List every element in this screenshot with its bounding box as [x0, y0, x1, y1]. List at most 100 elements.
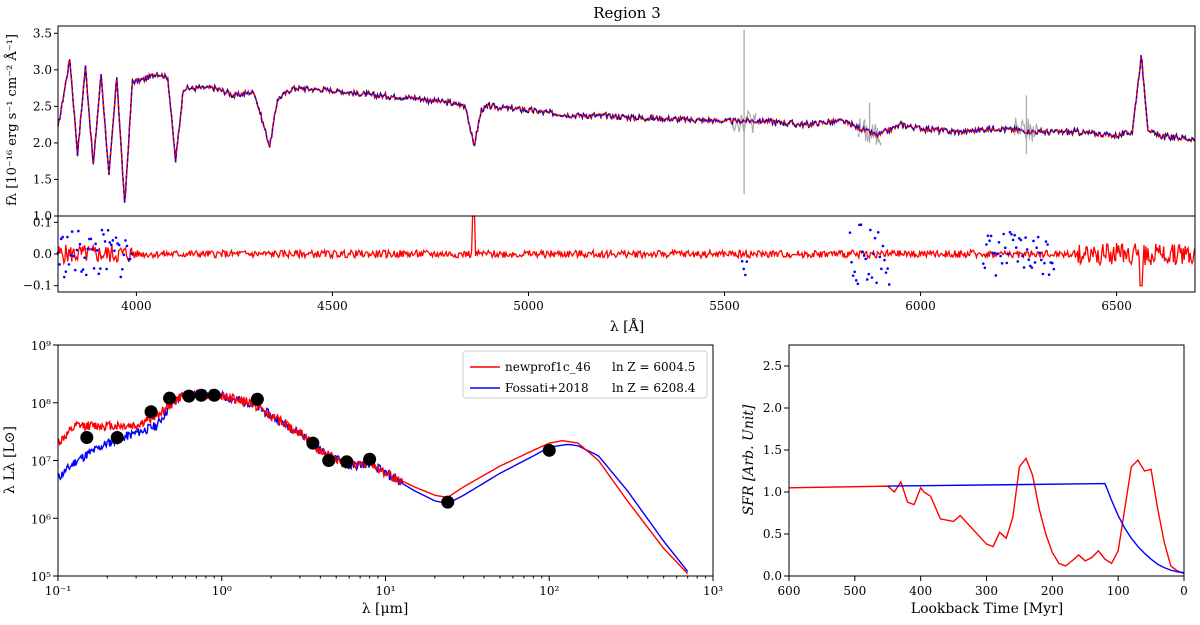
residual-xtick-label-1: 4500	[317, 299, 348, 313]
residual-masked-point-90	[1007, 252, 1010, 256]
residual-masked-point-18	[84, 273, 88, 277]
residual-masked-point-10	[72, 254, 75, 258]
sed-xtick-label-3: 10²	[539, 584, 559, 598]
residual-masked-point-87	[1002, 232, 1005, 236]
residual-masked-point-103	[1027, 258, 1031, 261]
residual-masked-point-8	[69, 254, 72, 257]
residual-masked-point-25	[95, 249, 99, 252]
residual-masked-point-109	[1036, 235, 1040, 239]
spectrum-model-blue-line	[57, 55, 1196, 203]
sed-newprof-line	[58, 389, 689, 575]
residual-masked-point-16	[81, 268, 85, 271]
residual-masked-point-92	[1010, 232, 1013, 236]
sed-photometry-point-11	[363, 452, 377, 466]
residual-masked-point-51	[853, 270, 856, 274]
residual-xtick-label-5: 6500	[1101, 299, 1132, 313]
sfh-xtick-label-1: 500	[843, 584, 866, 598]
residual-masked-point-39	[117, 243, 121, 247]
residual-masked-point-29	[102, 233, 105, 236]
sed-photometry-point-3	[163, 391, 177, 405]
legend-label-fossati: Fossati+2018	[505, 381, 589, 395]
sfh-ytick-label-0: 0.0	[763, 569, 782, 583]
residual-ytick-label-0: −0.1	[23, 279, 52, 293]
residual-masked-point-27	[99, 267, 102, 270]
residual-masked-point-115	[1046, 243, 1049, 246]
spectrum-masked-region-0	[731, 109, 757, 134]
residual-masked-point-58	[864, 257, 867, 261]
spectrum-ytick-label-2: 2.0	[33, 136, 52, 150]
sed-xtick-label-0: 10⁻¹	[45, 584, 71, 598]
residual-masked-point-119	[1052, 267, 1056, 271]
sed-xtick-label-4: 10³	[703, 584, 723, 598]
residual-masked-point-102	[1025, 248, 1029, 251]
residual-masked-point-79	[989, 234, 993, 238]
sed-photometry-point-9	[322, 454, 336, 467]
residual-masked-point-118	[1050, 261, 1054, 265]
sed-photometry-point-1	[110, 431, 124, 445]
residual-masked-point-9	[70, 230, 74, 233]
residual-masked-point-86	[1000, 262, 1004, 265]
residual-masked-point-68	[880, 267, 883, 271]
residual-ytick-label-2: 0.1	[33, 215, 52, 229]
residual-masked-point-120	[740, 259, 744, 263]
residual-masked-point-41	[120, 267, 124, 271]
residual-masked-point-89	[1005, 261, 1009, 265]
residual-masked-point-121	[742, 267, 746, 271]
residual-masked-point-42	[122, 253, 126, 257]
sed-ytick-label-2: 10⁷	[31, 455, 51, 469]
residual-masked-point-52	[854, 279, 858, 282]
sed-photometry-point-13	[542, 443, 556, 457]
residual-masked-point-19	[86, 247, 90, 251]
residual-masked-point-65	[875, 281, 878, 285]
residual-masked-point-85	[999, 254, 1002, 258]
residual-masked-point-116	[1047, 273, 1051, 277]
residual-masked-point-98	[1019, 238, 1023, 242]
sfh-xtick-label-3: 300	[975, 584, 998, 598]
residual-masked-point-32	[106, 228, 110, 232]
sfh-xtick-label-5: 100	[1107, 584, 1130, 598]
residual-masked-point-63	[872, 252, 875, 256]
residual-masked-point-73	[887, 283, 891, 286]
residual-masked-point-24	[94, 242, 97, 246]
residual-masked-point-69	[881, 244, 885, 248]
sfh-panel: 600 500 400 300 200 100 0 0.0 0.5 1.0 1.5 2.0 2.5 L…	[741, 344, 1188, 617]
residual-xtick-label-3: 5500	[709, 299, 740, 313]
sed-photometry-point-6	[207, 388, 221, 402]
sed-legend: newprof1c_46 ln Z = 6004.5 Fossati+2018 …	[462, 350, 708, 399]
residual-masked-point-35	[111, 239, 115, 242]
residual-masked-point-66	[876, 231, 880, 234]
residual-masked-point-23	[92, 267, 96, 270]
residual-masked-point-6	[66, 235, 69, 239]
residual-masked-point-56	[861, 250, 864, 253]
residual-masked-point-104	[1029, 264, 1032, 268]
spectrum-ytick-label-5: 3.5	[33, 26, 52, 40]
spectrum-frame	[57, 25, 1196, 217]
residual-masked-point-67	[878, 255, 882, 259]
residual-masked-point-50	[851, 274, 855, 277]
residual-masked-point-49	[850, 260, 853, 264]
residual-masked-point-3	[61, 235, 65, 239]
residual-masked-point-75	[983, 266, 987, 270]
residual-masked-point-33	[108, 241, 112, 244]
sed-ytick-label-1: 10⁶	[31, 512, 51, 526]
residual-masked-point-91	[1008, 230, 1012, 234]
residual-masked-point-122	[743, 273, 747, 277]
residual-masked-point-37	[114, 236, 118, 239]
sfh-ylabel: SFR [Arb. Unit]	[741, 404, 757, 515]
residual-masked-point-97	[1018, 237, 1021, 240]
sed-ytick-label-3: 10⁸	[31, 397, 51, 411]
legend-lnz-newprof: ln Z = 6004.5	[612, 360, 695, 374]
sfh-xlabel: Lookback Time [Myr]	[911, 601, 1063, 617]
residual-masked-point-82	[994, 274, 998, 277]
residual-masked-point-112	[1041, 272, 1045, 276]
residual-masked-point-12	[75, 248, 79, 252]
residual-masked-point-1	[58, 263, 61, 266]
residual-panel: 4000 4500 5000 5500 6000 6500 −0.1 0.0 0.1 λ [Å…	[23, 215, 1196, 335]
residual-masked-point-95	[1014, 246, 1018, 249]
legend-label-newprof: newprof1c_46	[505, 360, 591, 374]
sfh-xtick-label-0: 600	[778, 584, 801, 598]
residual-masked-point-71	[884, 271, 888, 274]
residual-masked-point-77	[986, 234, 990, 237]
residual-masked-point-113	[1043, 261, 1046, 265]
residual-masked-point-53	[856, 282, 860, 286]
